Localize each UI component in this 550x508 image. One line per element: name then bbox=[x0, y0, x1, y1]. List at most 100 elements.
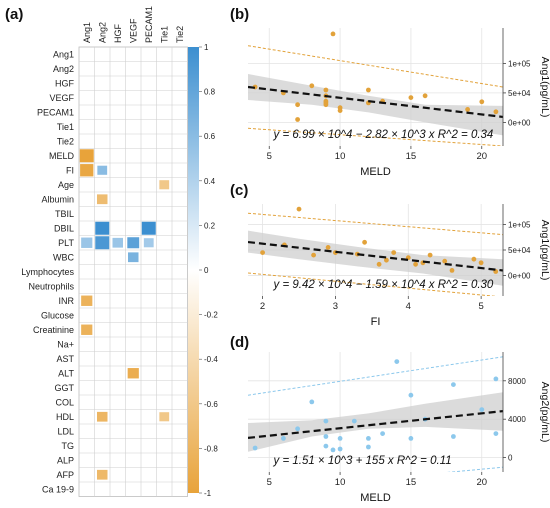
row-label: Age bbox=[58, 180, 74, 190]
data-point bbox=[479, 407, 485, 412]
x-axis-label: MELD bbox=[360, 492, 391, 504]
row-label: Albumin bbox=[41, 194, 74, 204]
data-point bbox=[362, 239, 367, 245]
data-point bbox=[337, 436, 343, 441]
panel-label-b: (b) bbox=[230, 6, 250, 23]
x-tick-label: 2 bbox=[260, 301, 265, 312]
y-tick-label: 0e+00 bbox=[508, 118, 531, 127]
data-point bbox=[281, 436, 286, 441]
correlation-cell bbox=[81, 237, 93, 248]
regression-equation: y = 6.99 × 10^4 − 2.82 × 10^3 x R^2 = 0.… bbox=[273, 129, 494, 141]
data-point bbox=[427, 252, 433, 258]
colorbar-tick-label: -0.2 bbox=[204, 311, 218, 320]
row-label: GGT bbox=[55, 383, 75, 393]
data-point bbox=[479, 99, 485, 105]
data-point bbox=[465, 107, 470, 112]
data-point bbox=[295, 117, 300, 122]
regression-equation: y = 1.51 × 10^3 + 155 x R^2 = 0.11 bbox=[273, 455, 452, 467]
scatter-ang1-fi: y = 9.42 × 10^4 − 1.59 × 10^4 x R^2 = 0.… bbox=[248, 204, 550, 328]
plot-content bbox=[248, 356, 503, 472]
row-label: ALP bbox=[57, 455, 74, 465]
data-point bbox=[260, 250, 265, 255]
y-tick-label: 0e+00 bbox=[508, 272, 531, 281]
data-point bbox=[478, 260, 484, 266]
row-label: WBC bbox=[53, 252, 74, 262]
data-point bbox=[325, 245, 331, 250]
row-label: Lymphocytes bbox=[21, 267, 74, 277]
regression-line bbox=[248, 85, 503, 119]
prediction-lower-line bbox=[248, 272, 498, 296]
data-point bbox=[493, 431, 499, 436]
data-point bbox=[366, 436, 371, 441]
y-tick-label: 5e+04 bbox=[508, 246, 531, 255]
x-tick-label: 20 bbox=[476, 151, 487, 162]
data-point bbox=[376, 261, 382, 267]
data-point bbox=[330, 447, 336, 453]
row-label: DBIL bbox=[54, 223, 74, 233]
row-label: VEGF bbox=[49, 93, 74, 103]
correlation-cell bbox=[141, 221, 156, 235]
row-label: Tie1 bbox=[57, 122, 74, 132]
data-point bbox=[323, 418, 329, 424]
correlation-cell bbox=[95, 221, 110, 235]
correlation-cell bbox=[127, 237, 140, 249]
correlation-cell bbox=[127, 368, 139, 379]
row-label: COL bbox=[55, 397, 74, 407]
row-label: Tie2 bbox=[57, 136, 74, 146]
correlation-cell bbox=[112, 237, 123, 248]
correlation-cell bbox=[95, 236, 110, 250]
y-tick-label: 8000 bbox=[508, 377, 526, 386]
correlation-cell bbox=[97, 469, 108, 480]
y-tick-label: 0 bbox=[508, 454, 513, 463]
y-axis-label: Ang1(pg/mL) bbox=[539, 220, 550, 281]
column-label: VEGF bbox=[128, 18, 138, 43]
regression-line bbox=[248, 410, 503, 439]
row-label: MELD bbox=[49, 151, 75, 161]
x-tick-label: 20 bbox=[476, 477, 487, 488]
correlation-cell bbox=[143, 238, 154, 248]
data-point bbox=[351, 418, 357, 424]
data-point bbox=[451, 382, 456, 387]
colorbar-tick-label: 0.2 bbox=[204, 221, 216, 230]
y-axis-label: Ang1(pg/mL) bbox=[539, 57, 550, 118]
plot-content bbox=[248, 206, 503, 296]
panel-label-d: (d) bbox=[230, 334, 250, 351]
colorbar-tick-label: 0.8 bbox=[204, 88, 216, 97]
confidence-band bbox=[248, 230, 503, 286]
correlation-heatmap: Ang1 Ang2 HGF VEGF PECAM1 Tie1 Tie2 Ang1 Ang2 HGF… bbox=[21, 6, 218, 498]
scatter-ang2-meld: y = 1.51 × 10^3 + 155 x R^2 = 0.11 0 4000 8… bbox=[248, 352, 550, 504]
column-label: Ang2 bbox=[97, 22, 107, 43]
confidence-band bbox=[248, 392, 503, 452]
colorbar-tick-label: -0.6 bbox=[204, 400, 218, 409]
row-label: TBIL bbox=[55, 209, 74, 219]
data-point bbox=[330, 31, 336, 37]
row-label: TG bbox=[62, 441, 75, 451]
data-point bbox=[323, 434, 329, 439]
data-point bbox=[408, 95, 414, 100]
y-tick-label: 1e+05 bbox=[508, 59, 531, 68]
correlation-cell bbox=[81, 295, 93, 306]
row-label: Na+ bbox=[57, 339, 74, 349]
data-point bbox=[309, 83, 315, 89]
row-label: AST bbox=[56, 354, 74, 364]
row-label: PECAM1 bbox=[37, 107, 74, 117]
data-point bbox=[449, 268, 455, 273]
colorbar-tick-label: -0.4 bbox=[204, 355, 218, 364]
panel-label-c: (c) bbox=[230, 182, 249, 199]
row-label: PLT bbox=[58, 238, 74, 248]
data-point bbox=[471, 256, 477, 262]
data-point bbox=[408, 392, 414, 398]
data-point bbox=[391, 250, 397, 255]
row-label: HDL bbox=[56, 412, 74, 422]
correlation-cell bbox=[80, 164, 94, 177]
column-label: HGF bbox=[113, 24, 123, 44]
column-label: PECAM1 bbox=[144, 6, 154, 43]
data-point bbox=[384, 257, 389, 263]
correlation-cell bbox=[159, 180, 170, 190]
data-point bbox=[394, 359, 400, 364]
data-point bbox=[323, 443, 329, 449]
x-tick-label: 10 bbox=[335, 151, 346, 162]
correlation-cell bbox=[159, 412, 170, 422]
prediction-lower-line bbox=[248, 127, 503, 146]
colorbar bbox=[188, 47, 199, 493]
